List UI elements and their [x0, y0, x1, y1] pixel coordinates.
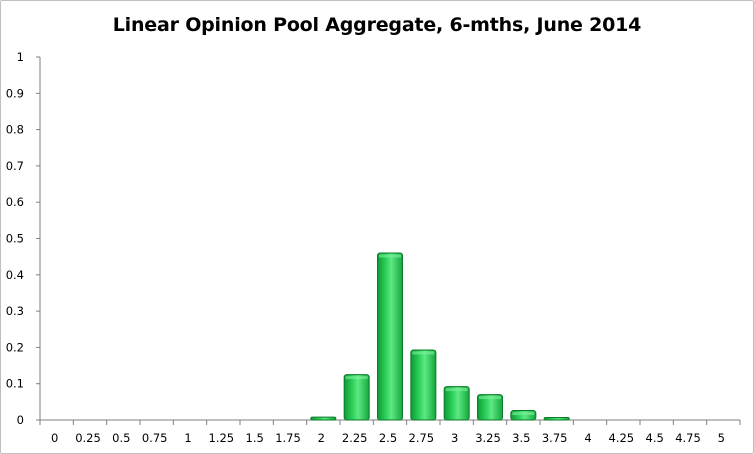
x-tick-label: 0 [51, 431, 58, 445]
y-tick-label: 0.8 [6, 123, 24, 137]
bar-top-highlight [445, 388, 468, 392]
bar [443, 386, 470, 421]
y-tick-label: 0.4 [6, 268, 24, 282]
y-tick-label: 0.3 [6, 304, 24, 318]
x-tick-label: 4 [584, 431, 591, 445]
x-tick-label: 1.5 [246, 431, 264, 445]
bar-2.5 [377, 252, 403, 421]
x-tick-label: 2.5 [379, 431, 397, 445]
x-tick-label: 1.25 [209, 431, 235, 445]
x-tick-label: 0.75 [142, 431, 168, 445]
x-tick-label: 3.25 [475, 431, 501, 445]
x-tick-label: 2 [318, 431, 325, 445]
y-tick-label: 0 [17, 413, 24, 427]
bar [543, 416, 570, 421]
bar [343, 374, 370, 421]
x-tick-label: 1 [184, 431, 191, 445]
bar [410, 349, 437, 421]
bar-2 [310, 416, 337, 421]
bar-top-highlight [479, 396, 501, 400]
bar-top-highlight [379, 254, 401, 258]
bar-3.25 [477, 394, 503, 421]
y-tick-label: 0.1 [6, 377, 24, 391]
bar-2.25 [343, 374, 370, 421]
x-tick-label: 3.75 [542, 431, 568, 445]
bar-top-highlight [512, 412, 535, 416]
x-tick-label: 5 [718, 431, 725, 445]
x-tick-label: 2.25 [342, 431, 368, 445]
y-axis: 0 0.1 0.2 0.3 0.4 0.5 0.6 0.7 0.8 0.9 1 [6, 50, 41, 427]
bar [377, 252, 403, 421]
y-tick-label: 0.6 [6, 195, 24, 209]
x-axis: 0 0.25 0.5 0.75 1 1.25 1.5 1.75 2 2.25 2.5 2.75 3 3.2… [39, 419, 741, 445]
x-tick-label: 4.25 [609, 431, 635, 445]
bar-3 [443, 386, 470, 421]
bar-3.5 [510, 410, 537, 421]
x-tick-label: 4.5 [646, 431, 664, 445]
y-tick-label: 0.5 [6, 232, 24, 246]
x-tick-label: 3 [451, 431, 458, 445]
x-tick-label: 0.25 [75, 431, 101, 445]
bars [310, 252, 570, 421]
y-tick-label: 0.7 [6, 159, 24, 173]
bar-2.75 [410, 349, 437, 421]
chart-title: Linear Opinion Pool Aggregate, 6-mths, J… [112, 14, 642, 36]
bar-3.75 [543, 416, 570, 421]
bar [510, 410, 537, 421]
y-tick-label: 0.9 [6, 86, 24, 100]
bar-top-highlight [412, 351, 435, 355]
y-tick-label: 1 [17, 50, 24, 64]
x-tick-label: 3.5 [512, 431, 530, 445]
bar-top-highlight [345, 376, 368, 380]
x-tick-label: 1.75 [275, 431, 301, 445]
x-tick-label: 4.75 [675, 431, 701, 445]
bar [477, 394, 503, 421]
bar [310, 416, 337, 421]
x-tick-label: 0.5 [112, 431, 130, 445]
y-tick-label: 0.2 [6, 340, 24, 354]
x-tick-label: 2.75 [409, 431, 435, 445]
